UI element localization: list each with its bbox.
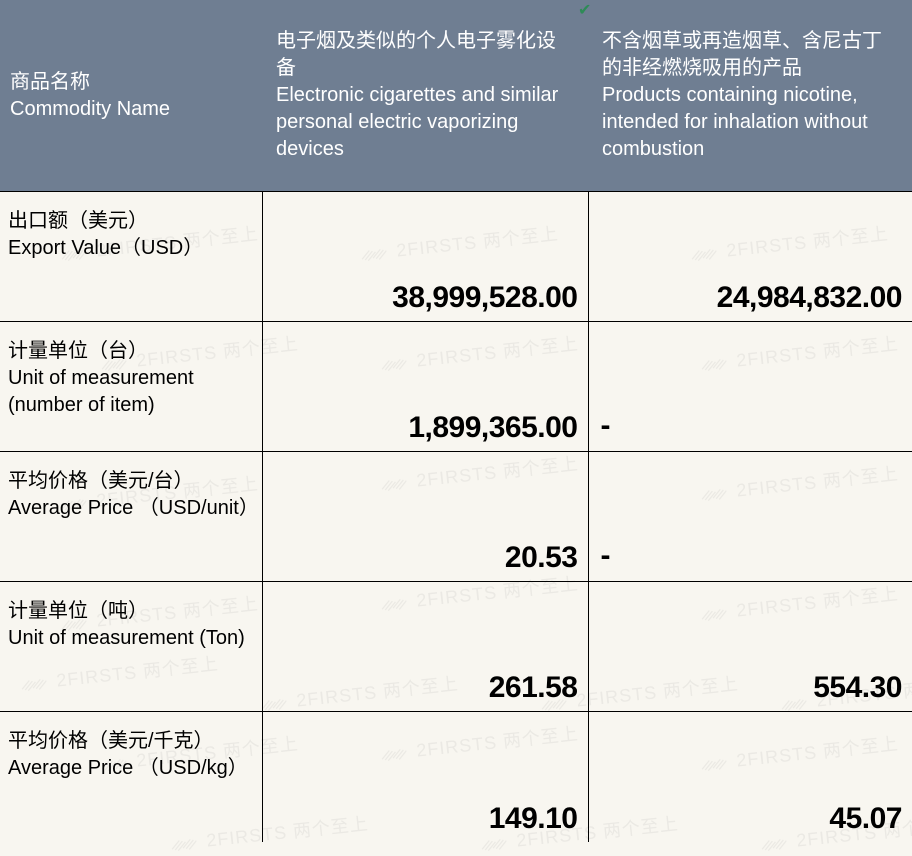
value-cell-col2: 24,984,832.00 xyxy=(588,192,912,322)
cell-value: 20.53 xyxy=(505,541,578,575)
value-cell-col1: 38,999,528.00 xyxy=(262,192,588,322)
row-label-zh: 平均价格（美元/台） xyxy=(8,468,252,495)
header-col0-zh: 商品名称 xyxy=(10,69,248,96)
row-label-cell: 平均价格（美元/台）Average Price （USD/unit） xyxy=(0,452,262,582)
row-label-en: Average Price （USD/unit） xyxy=(8,495,252,522)
value-cell-col2: 45.07 xyxy=(588,712,912,842)
table-body: 出口额（美元） Export Value（USD） 38,999,528.00 24… xyxy=(0,192,912,842)
value-cell-col1: 261.58 xyxy=(262,582,588,712)
table-row: 平均价格（美元/千克）Average Price （USD/kg） 149.10 4… xyxy=(0,712,912,842)
cell-value: 38,999,528.00 xyxy=(392,281,577,315)
row-label: 出口额（美元） Export Value（USD） xyxy=(0,192,262,262)
cell-value: 24,984,832.00 xyxy=(717,281,902,315)
header-col1-en: Electronic cigarettes and similar person… xyxy=(276,82,574,163)
cell-value: 554.30 xyxy=(813,671,902,705)
header-nicotine-products: 不含烟草或再造烟草、含尼古丁的非经燃烧吸用的产品 Products contai… xyxy=(588,0,912,192)
row-label: 计量单位（吨）Unit of measurement (Ton) xyxy=(0,582,262,652)
value-cell-col1: 1,899,365.00 xyxy=(262,322,588,452)
row-label-cell: 出口额（美元） Export Value（USD） xyxy=(0,192,262,322)
cell-dash: - xyxy=(601,539,611,573)
cell-dash: - xyxy=(601,409,611,443)
row-label-zh: 计量单位（台） xyxy=(8,338,252,365)
header-row: 商品名称 Commodity Name 电子烟及类似的个人电子雾化设备 Elec… xyxy=(0,0,912,192)
value-cell-col2: - xyxy=(588,452,912,582)
header-ecig: 电子烟及类似的个人电子雾化设备 Electronic cigarettes an… xyxy=(262,0,588,192)
row-label: 计量单位（台）Unit of measurement (number of it… xyxy=(0,322,262,419)
row-label-en: Export Value（USD） xyxy=(8,235,252,262)
header-col0-en: Commodity Name xyxy=(10,96,248,123)
row-label: 平均价格（美元/千克）Average Price （USD/kg） xyxy=(0,712,262,782)
row-label-zh: 平均价格（美元/千克） xyxy=(8,728,252,755)
commodity-table: 商品名称 Commodity Name 电子烟及类似的个人电子雾化设备 Elec… xyxy=(0,0,912,842)
row-label-en: Average Price （USD/kg） xyxy=(8,755,252,782)
table-row: 出口额（美元） Export Value（USD） 38,999,528.00 24… xyxy=(0,192,912,322)
row-label-zh: 计量单位（吨） xyxy=(8,598,252,625)
row-label: 平均价格（美元/台）Average Price （USD/unit） xyxy=(0,452,262,522)
cell-value: 261.58 xyxy=(489,671,578,705)
cell-value: 1,899,365.00 xyxy=(408,411,577,445)
row-label-cell: 平均价格（美元/千克）Average Price （USD/kg） xyxy=(0,712,262,842)
table-row: 平均价格（美元/台）Average Price （USD/unit） 20.53- xyxy=(0,452,912,582)
header-commodity-name: 商品名称 Commodity Name xyxy=(0,0,262,192)
value-cell-col1: 20.53 xyxy=(262,452,588,582)
header-tick-mark: ✔ xyxy=(578,0,591,20)
value-cell-col1: 149.10 xyxy=(262,712,588,842)
table-row: 计量单位（吨）Unit of measurement (Ton) 261.58 55… xyxy=(0,582,912,712)
row-label-cell: 计量单位（吨）Unit of measurement (Ton) xyxy=(0,582,262,712)
row-label-en: Unit of measurement (number of item) xyxy=(8,365,252,419)
row-label-en: Unit of measurement (Ton) xyxy=(8,625,252,652)
row-label-zh: 出口额（美元） xyxy=(8,208,252,235)
header-col2-zh: 不含烟草或再造烟草、含尼古丁的非经燃烧吸用的产品 xyxy=(602,28,898,82)
value-cell-col2: 554.30 xyxy=(588,582,912,712)
header-col1-zh: 电子烟及类似的个人电子雾化设备 xyxy=(276,28,574,82)
header-col2-en: Products containing nicotine, intended f… xyxy=(602,82,898,163)
table-row: 计量单位（台）Unit of measurement (number of it… xyxy=(0,322,912,452)
cell-value: 45.07 xyxy=(829,802,902,836)
row-label-cell: 计量单位（台）Unit of measurement (number of it… xyxy=(0,322,262,452)
cell-value: 149.10 xyxy=(489,802,578,836)
value-cell-col2: - xyxy=(588,322,912,452)
